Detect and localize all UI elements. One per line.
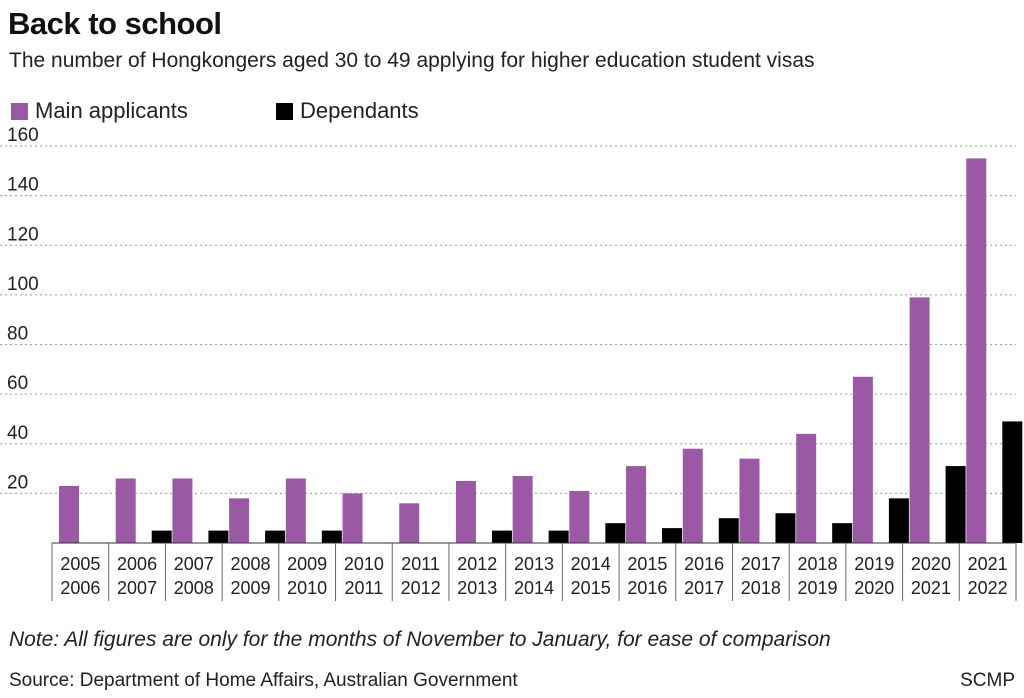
legend-label-dependants: Dependants xyxy=(300,98,419,123)
x-tick-label-15-1: 2021 xyxy=(911,578,951,598)
bar-dependants-1 xyxy=(151,530,172,543)
bar-dependants-2 xyxy=(208,530,229,543)
bar-dependants-16 xyxy=(1002,421,1023,543)
x-tick-label-6-1: 2012 xyxy=(401,578,441,598)
bar-main-applicants-11 xyxy=(682,448,703,543)
x-tick-label-7-0: 2012 xyxy=(457,554,497,574)
bar-main-applicants-13 xyxy=(796,433,817,543)
y-tick-label-20: 20 xyxy=(7,472,28,493)
x-tick-label-8-1: 2014 xyxy=(514,578,554,598)
bar-main-applicants-2 xyxy=(172,478,193,543)
legend-item-main-applicants: Main applicants xyxy=(11,98,188,124)
legend-swatch-main-applicants xyxy=(11,102,28,120)
bar-main-applicants-14 xyxy=(852,376,873,543)
y-tick-label-40: 40 xyxy=(7,423,28,444)
x-tick-label-11-0: 2016 xyxy=(684,554,724,574)
y-tick-label-100: 100 xyxy=(7,274,39,295)
bar-main-applicants-16 xyxy=(966,158,987,543)
bar-dependants-15 xyxy=(945,466,966,543)
x-tick-label-9-1: 2015 xyxy=(571,578,611,598)
bar-main-applicants-1 xyxy=(115,478,136,543)
bar-main-applicants-12 xyxy=(739,458,760,543)
bar-dependants-4 xyxy=(321,530,342,543)
bar-main-applicants-7 xyxy=(455,480,476,543)
x-tick-label-1-0: 2006 xyxy=(117,554,157,574)
x-tick-label-13-1: 2019 xyxy=(798,578,838,598)
bar-main-applicants-15 xyxy=(909,297,930,543)
x-tick-label-13-0: 2018 xyxy=(798,554,838,574)
legend-label-main-applicants: Main applicants xyxy=(35,98,188,123)
credit-label: SCMP xyxy=(960,670,1015,691)
bar-main-applicants-4 xyxy=(285,478,306,543)
chart-title: Back to school xyxy=(8,6,222,41)
x-tick-label-15-0: 2020 xyxy=(911,554,951,574)
x-tick-label-9-0: 2014 xyxy=(571,554,611,574)
bar-dependants-13 xyxy=(832,523,853,543)
bar-main-applicants-9 xyxy=(569,490,590,543)
y-tick-label-160: 160 xyxy=(7,125,39,146)
chart-note: Note: All figures are only for the month… xyxy=(9,628,831,651)
bar-dependants-11 xyxy=(718,518,739,543)
x-tick-label-14-1: 2020 xyxy=(854,578,894,598)
x-tick-label-1-1: 2007 xyxy=(117,578,157,598)
y-tick-label-140: 140 xyxy=(7,175,39,196)
chart-subtitle: The number of Hongkongers aged 30 to 49 … xyxy=(9,49,815,72)
x-tick-label-10-1: 2016 xyxy=(627,578,667,598)
x-tick-label-4-0: 2009 xyxy=(287,554,327,574)
bar-main-applicants-6 xyxy=(399,503,420,543)
bar-main-applicants-3 xyxy=(229,498,250,543)
x-tick-label-2-0: 2007 xyxy=(174,554,214,574)
legend-swatch-dependants xyxy=(276,102,293,120)
y-tick-label-60: 60 xyxy=(7,373,28,394)
y-tick-label-80: 80 xyxy=(7,324,28,345)
bar-dependants-7 xyxy=(491,530,512,543)
x-tick-label-3-0: 2008 xyxy=(230,554,270,574)
x-tick-label-8-0: 2013 xyxy=(514,554,554,574)
bar-dependants-14 xyxy=(888,498,909,543)
bar-main-applicants-8 xyxy=(512,476,533,543)
source-line: Source: Department of Home Affairs, Aust… xyxy=(9,670,518,691)
x-tick-label-14-0: 2019 xyxy=(854,554,894,574)
x-tick-label-4-1: 2010 xyxy=(287,578,327,598)
bar-dependants-8 xyxy=(548,530,569,543)
bar-dependants-9 xyxy=(605,523,626,543)
bar-chart: 20 40 60 80 100 120 140 160 2005 2006 2006 2007 2007… xyxy=(0,125,1023,601)
bar-dependants-12 xyxy=(775,513,796,543)
x-tick-label-7-1: 2013 xyxy=(457,578,497,598)
x-tick-label-3-1: 2009 xyxy=(230,578,270,598)
x-tick-label-5-0: 2010 xyxy=(344,554,384,574)
bar-main-applicants-10 xyxy=(626,466,647,543)
x-tick-label-0-0: 2005 xyxy=(60,554,100,574)
y-tick-label-120: 120 xyxy=(7,224,39,245)
x-tick-label-16-1: 2022 xyxy=(968,578,1008,598)
x-tick-label-12-1: 2018 xyxy=(741,578,781,598)
x-tick-label-5-1: 2011 xyxy=(345,578,384,598)
bar-dependants-10 xyxy=(662,528,683,543)
x-tick-label-0-1: 2006 xyxy=(60,578,100,598)
x-tick-label-11-1: 2017 xyxy=(684,578,724,598)
x-tick-label-10-0: 2015 xyxy=(627,554,667,574)
x-tick-label-6-0: 2011 xyxy=(401,554,440,574)
legend-item-dependants: Dependants xyxy=(276,98,419,124)
x-tick-label-2-1: 2008 xyxy=(174,578,214,598)
bar-main-applicants-5 xyxy=(342,493,363,543)
x-tick-label-16-0: 2021 xyxy=(968,554,1008,574)
x-tick-label-12-0: 2017 xyxy=(741,554,781,574)
bar-dependants-3 xyxy=(265,530,286,543)
bar-main-applicants-0 xyxy=(59,485,79,543)
